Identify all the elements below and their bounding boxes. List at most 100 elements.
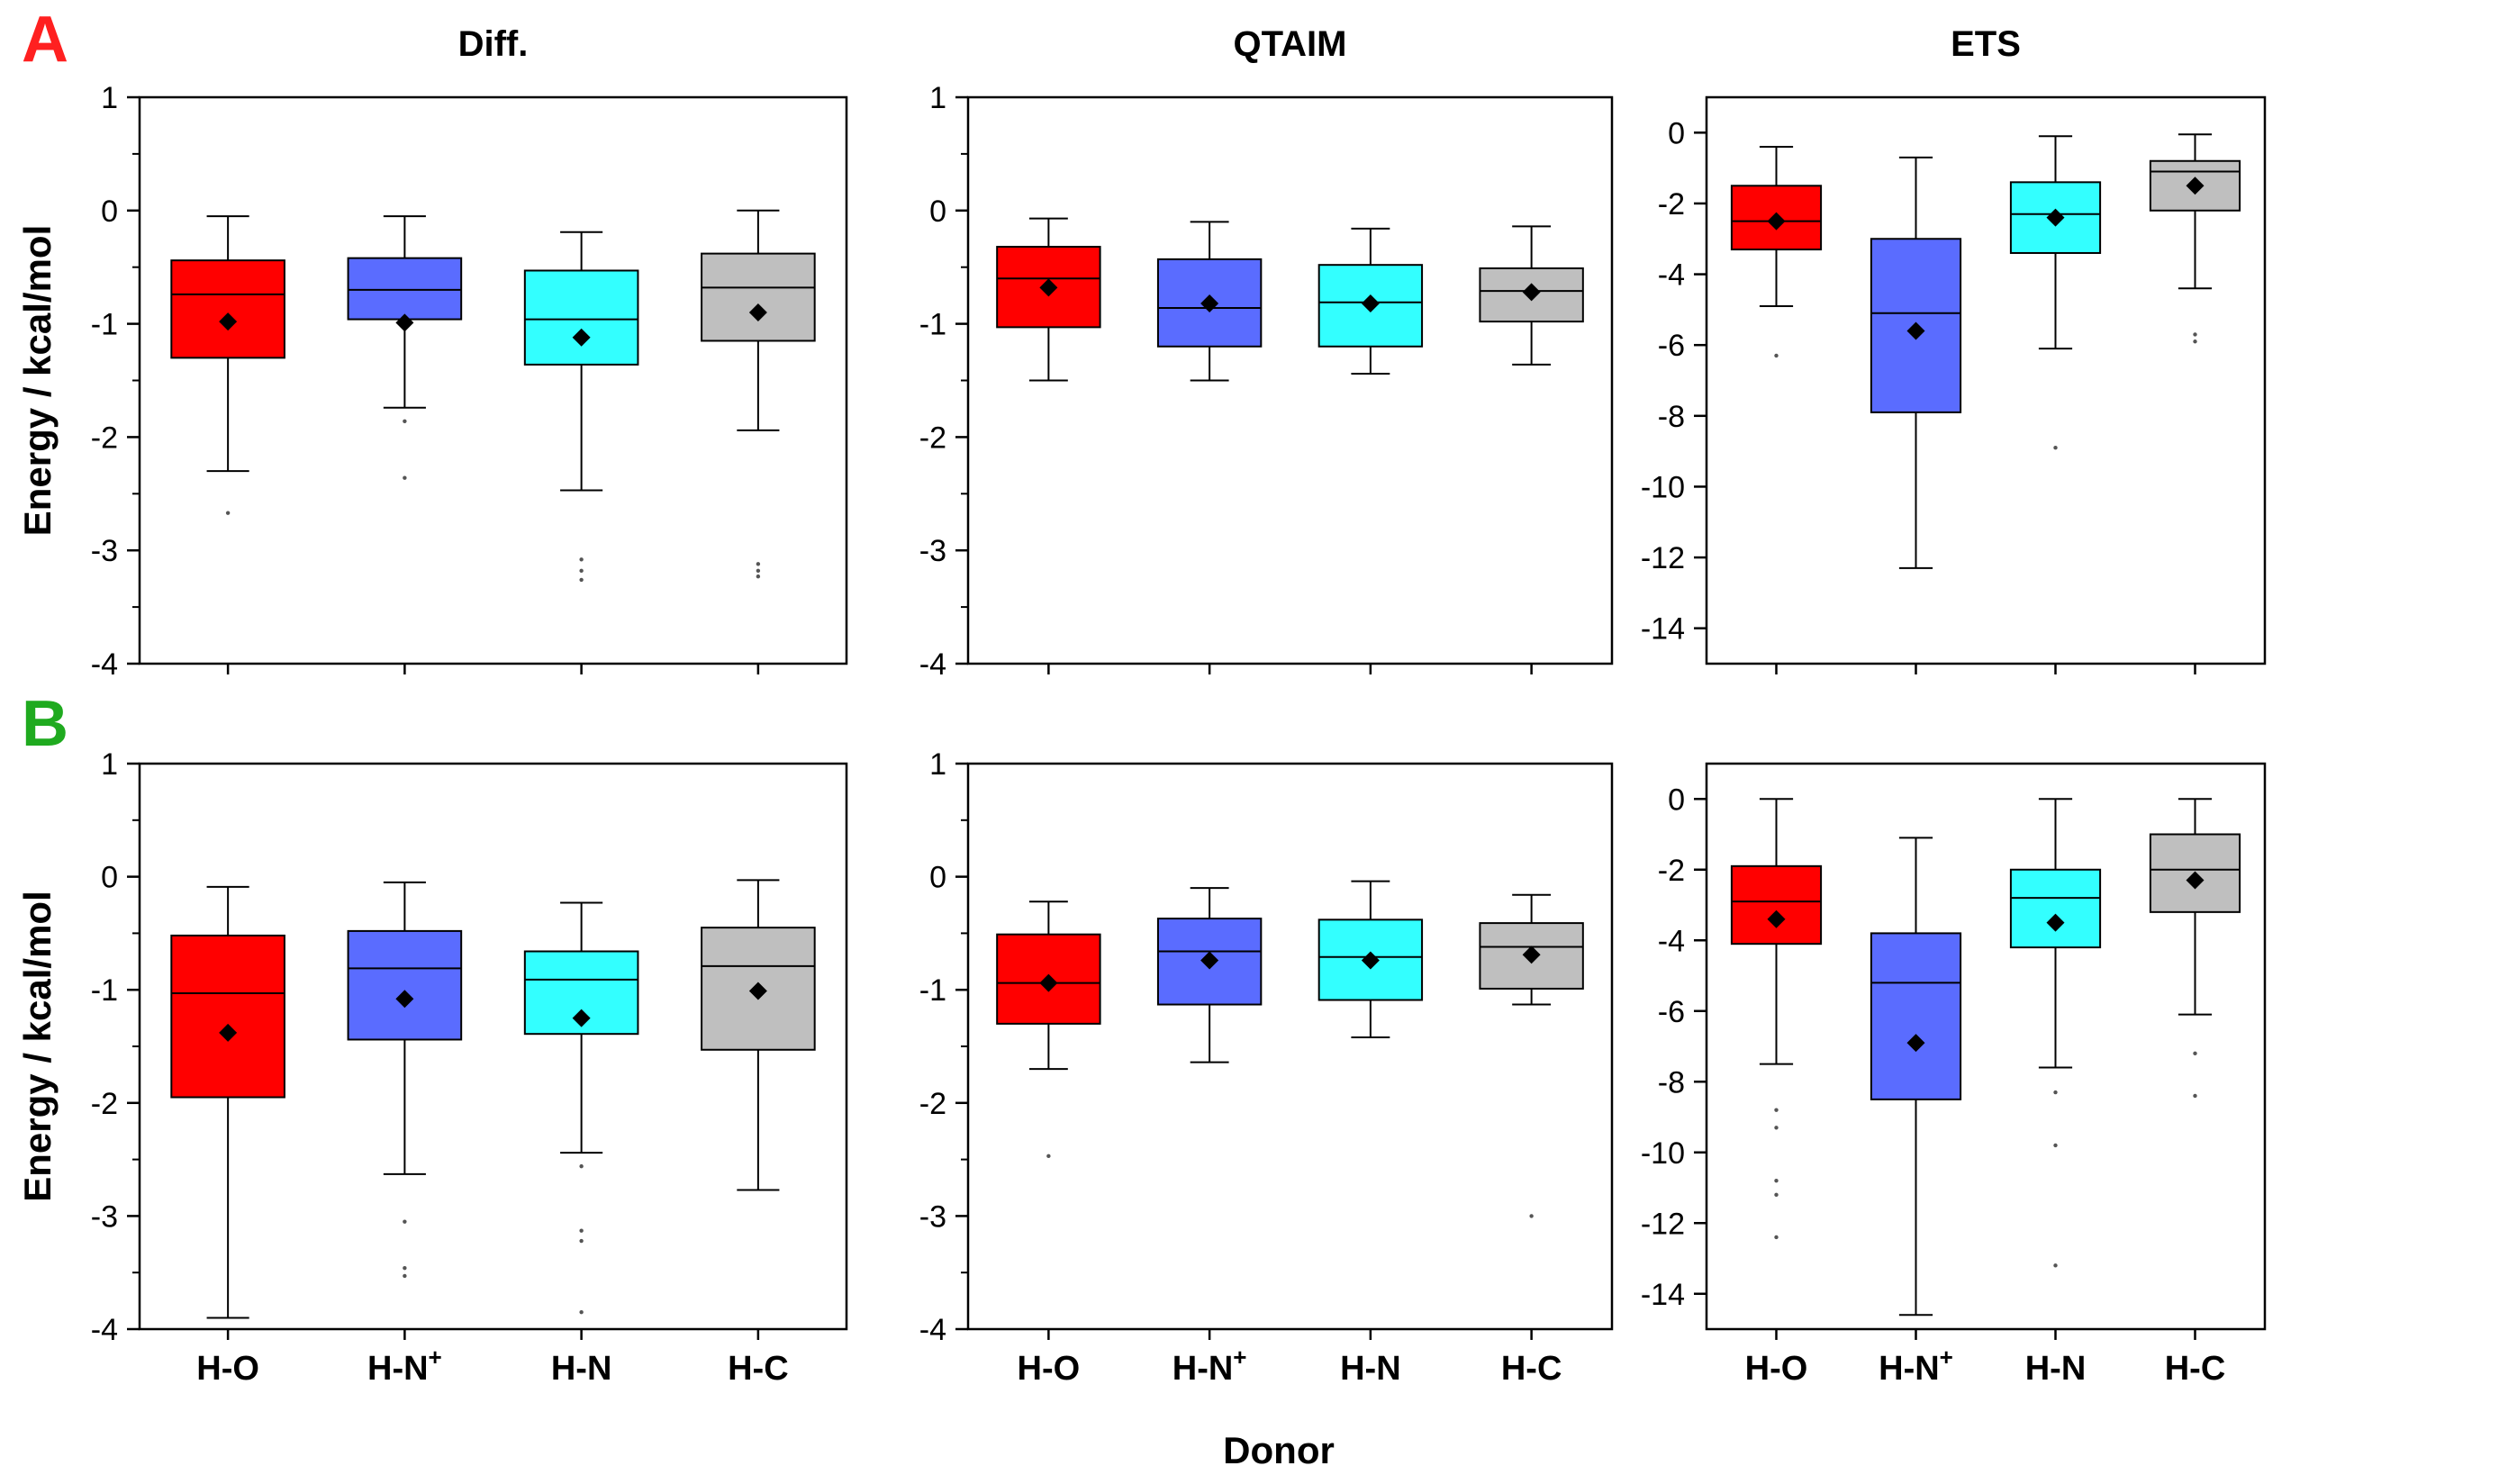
category-label: H-O: [1018, 1350, 1081, 1388]
y-tick-label: 0: [1668, 116, 1685, 150]
y-tick-label: -6: [1658, 995, 1685, 1029]
panel-title: ETS: [1951, 24, 2021, 64]
outlier-point: [2053, 1090, 2058, 1095]
plot-frame: [1705, 95, 2267, 665]
outlier-point: [579, 1228, 584, 1233]
y-tick-label: 1: [101, 81, 118, 115]
y-tick-label: 0: [929, 861, 946, 895]
mean-marker: [1906, 1034, 1925, 1053]
iqr-box: [2149, 833, 2241, 913]
y-tick-label: 1: [929, 747, 946, 782]
y-tick-label: -12: [1641, 1207, 1685, 1241]
outlier-point: [1046, 1154, 1051, 1159]
category-label: H-N: [2025, 1350, 2087, 1388]
y-tick-label: -12: [1641, 541, 1685, 575]
mean-marker: [395, 990, 414, 1009]
y-tick-label: 0: [101, 195, 118, 229]
outlier-point: [2053, 1263, 2058, 1268]
plot-frame: [966, 762, 1614, 1331]
mean-marker: [1039, 973, 1058, 992]
iqr-box: [170, 259, 285, 359]
y-tick-label: -1: [919, 308, 946, 342]
y-tick-label: -3: [91, 1199, 118, 1234]
y-tick-label: -4: [91, 1313, 118, 1347]
panel-title: Diff.: [458, 24, 529, 64]
y-tick-label: -3: [919, 1199, 946, 1234]
y-tick-label: -8: [1658, 1065, 1685, 1099]
box-1: [996, 217, 1101, 382]
panel-a-3: -14 -12 -10 -8 -6 -4 -2 0: [1641, 95, 2267, 674]
iqr-box: [347, 929, 463, 1041]
y-tick-label: -8: [1658, 400, 1685, 434]
outlier-point: [756, 574, 761, 579]
outlier-point: [1774, 1108, 1779, 1112]
outlier-point: [403, 1219, 407, 1224]
outlier-point: [1529, 1214, 1534, 1218]
mean-marker: [2046, 208, 2065, 227]
box-1: [170, 885, 285, 1319]
outlier-point: [403, 475, 407, 480]
outlier-point: [403, 419, 407, 423]
y-tick-label: -4: [1658, 924, 1685, 958]
y-tick-label: -2: [91, 421, 118, 455]
category-label: H-N: [551, 1350, 612, 1388]
box-3: [2009, 798, 2102, 1268]
panel-letter-a: A: [22, 4, 68, 76]
y-tick-label: -4: [919, 647, 946, 682]
iqr-box: [2009, 868, 2102, 949]
outlier-point: [756, 568, 761, 574]
iqr-box: [1730, 185, 1823, 251]
box-2: [1156, 221, 1263, 382]
mean-marker: [219, 1023, 238, 1042]
mean-marker: [395, 313, 414, 332]
box-4: [2149, 133, 2241, 344]
y-tick-label: -1: [91, 308, 118, 342]
iqr-box: [347, 257, 463, 321]
iqr-box: [1870, 932, 1962, 1100]
category-label: H-O: [196, 1350, 259, 1388]
mean-marker: [2046, 913, 2065, 932]
box-4: [701, 879, 816, 1191]
iqr-box: [701, 252, 816, 342]
y-tick-label: -2: [91, 1087, 118, 1121]
panel-letter-b: B: [22, 688, 68, 760]
y-tick-label: -14: [1641, 1278, 1685, 1312]
mean-marker: [1767, 909, 1786, 928]
category-label: H-C: [1501, 1350, 1562, 1388]
mean-marker: [1522, 946, 1541, 964]
y-tick-label: -10: [1641, 1136, 1685, 1171]
panel-a-1: -4 -3 -2 -1 0 1: [91, 81, 848, 682]
panel-b-1: -4 -3 -2 -1 0 1: [91, 747, 848, 1347]
box-1: [170, 215, 285, 515]
y-tick-label: 0: [929, 195, 946, 229]
y-tick-label: -1: [91, 973, 118, 1008]
y-tick-label: -2: [919, 1087, 946, 1121]
y-axis-label: Energy / kcal/mol: [16, 891, 59, 1201]
mean-marker: [1767, 212, 1786, 231]
plot-frame: [1705, 762, 2267, 1331]
box-2: [1870, 837, 1962, 1317]
mean-marker: [572, 328, 591, 347]
y-tick-label: -4: [1658, 258, 1685, 293]
outlier-point: [403, 1273, 407, 1279]
panel-b-3: -14 -12 -10 -8 -6 -4 -2 0: [1641, 762, 2267, 1340]
y-tick-label: -2: [1658, 187, 1685, 222]
outlier-point: [2053, 445, 2058, 450]
iqr-box: [1317, 264, 1424, 348]
iqr-box: [170, 934, 285, 1099]
mean-marker: [1200, 294, 1219, 312]
x-axis-label: Donor: [1223, 1429, 1335, 1471]
outlier-point: [579, 1238, 584, 1244]
y-tick-label: -2: [1658, 854, 1685, 888]
category-label: H-O: [1745, 1350, 1808, 1388]
outlier-point: [1774, 353, 1779, 358]
outlier-point: [403, 1265, 407, 1271]
outlier-point: [2193, 339, 2197, 344]
category-label: H-N: [1340, 1350, 1401, 1388]
mean-marker: [1906, 321, 1925, 340]
iqr-box: [2009, 181, 2102, 254]
y-tick-label: 1: [101, 747, 118, 782]
box-3: [523, 901, 639, 1315]
mean-marker: [2186, 176, 2205, 195]
